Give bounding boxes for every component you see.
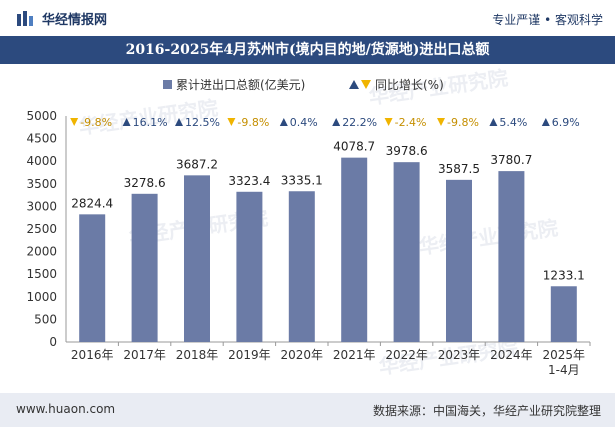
title-band: 2016-2025年4月苏州市(境内目的地/货源地)进出口总额 — [0, 36, 615, 64]
top-bar: 华经情报网 专业严谨 • 客观科学 — [0, 0, 615, 36]
growth-up-triangle-icon — [332, 118, 341, 126]
brand-name: 华经情报网 — [42, 13, 108, 28]
bar — [393, 162, 420, 342]
bar — [131, 193, 158, 342]
chart-title: 2016-2025年4月苏州市(境内目的地/货源地)进出口总额 — [125, 42, 490, 58]
bar — [288, 191, 315, 342]
chart-area: 华经产业研究院华经产业研究院华经产业研究院华经产业研究院华经产业研究院累计进出口… — [26, 66, 591, 379]
y-tick-label: 1000 — [26, 290, 57, 304]
footer-source: 数据来源：中国海关，华经产业研究院整理 — [372, 404, 601, 418]
x-tick-label: 2025年 — [543, 348, 586, 362]
y-tick-label: 3500 — [26, 177, 57, 191]
bar — [550, 286, 577, 342]
y-tick-label: 4500 — [26, 132, 57, 146]
legend-down-triangle-icon — [361, 80, 371, 89]
footer: www.huaon.com 数据来源：中国海关，华经产业研究院整理 — [0, 393, 615, 427]
y-tick-label: 5000 — [26, 109, 57, 123]
growth-up-triangle-icon — [279, 118, 288, 126]
x-tick-label: 2023年 — [438, 348, 481, 362]
growth-label: -2.4% — [395, 116, 427, 129]
legend-bar-label: 累计进出口总额(亿美元) — [176, 77, 305, 92]
growth-down-triangle-icon — [384, 118, 393, 126]
growth-label: 22.2% — [342, 116, 377, 129]
growth-label: -9.8% — [447, 116, 479, 129]
growth-label: 5.4% — [499, 116, 527, 129]
x-tick-label: 2017年 — [123, 348, 166, 362]
bar — [184, 175, 210, 342]
y-tick-label: 0 — [49, 335, 57, 349]
growth-label: 6.9% — [552, 116, 580, 129]
growth-label: 12.5% — [185, 116, 220, 129]
bar-value-label: 1233.1 — [543, 268, 585, 282]
legend-up-triangle-icon — [349, 80, 359, 89]
y-tick-label: 2000 — [26, 245, 57, 259]
x-tick-label: 2024年 — [490, 348, 533, 362]
growth-up-triangle-icon — [541, 118, 550, 126]
bar-value-label: 3978.6 — [386, 144, 428, 158]
brand: 华经情报网 — [16, 9, 107, 28]
bar-value-label: 3687.2 — [176, 157, 218, 171]
x-tick-label: 2020年 — [281, 348, 324, 362]
bar-value-label: 2824.4 — [71, 196, 113, 210]
legend-bar-swatch — [163, 80, 172, 89]
bar-value-label: 4078.7 — [333, 140, 375, 154]
x-tick-label: 2019年 — [228, 348, 271, 362]
bar — [498, 171, 525, 342]
growth-label: 0.4% — [290, 116, 318, 129]
y-tick-label: 2500 — [26, 222, 57, 236]
x-tick-label: 2016年 — [71, 348, 114, 362]
growth-up-triangle-icon — [489, 118, 498, 126]
bar — [236, 191, 263, 342]
x-tick-label: 2022年 — [385, 348, 428, 362]
watermark-text: 华经产业研究院 — [417, 216, 559, 259]
bar — [79, 214, 106, 342]
y-tick-label: 4000 — [26, 154, 57, 168]
growth-up-triangle-icon — [175, 118, 183, 126]
growth-label: -9.8% — [237, 116, 269, 129]
bar — [341, 157, 368, 342]
bar-value-label: 3335.1 — [281, 173, 323, 187]
y-tick-label: 500 — [34, 312, 57, 326]
bar-value-label: 3278.6 — [124, 176, 166, 190]
y-tick-label: 3000 — [26, 199, 57, 213]
x-tick-label: 2018年 — [176, 348, 219, 362]
bar-value-label: 3323.4 — [228, 174, 270, 188]
y-tick-label: 1500 — [26, 267, 57, 281]
tagline: 专业严谨 • 客观科学 — [492, 13, 603, 27]
x-tick-label: 1-4月 — [548, 363, 580, 377]
growth-down-triangle-icon — [437, 118, 445, 126]
legend-growth-label: 同比增长(%) — [375, 78, 444, 92]
brand-logo-icon — [17, 10, 33, 26]
footer-website[interactable]: www.huaon.com — [16, 402, 116, 416]
growth-label: 16.1% — [133, 116, 168, 129]
bar-value-label: 3780.7 — [490, 153, 532, 167]
growth-up-triangle-icon — [122, 118, 131, 126]
bar — [446, 179, 472, 342]
bar-value-label: 3587.5 — [438, 162, 480, 176]
x-tick-label: 2021年 — [333, 348, 376, 362]
growth-down-triangle-icon — [70, 118, 79, 126]
growth-down-triangle-icon — [227, 118, 236, 126]
growth-label: -9.8% — [80, 116, 112, 129]
